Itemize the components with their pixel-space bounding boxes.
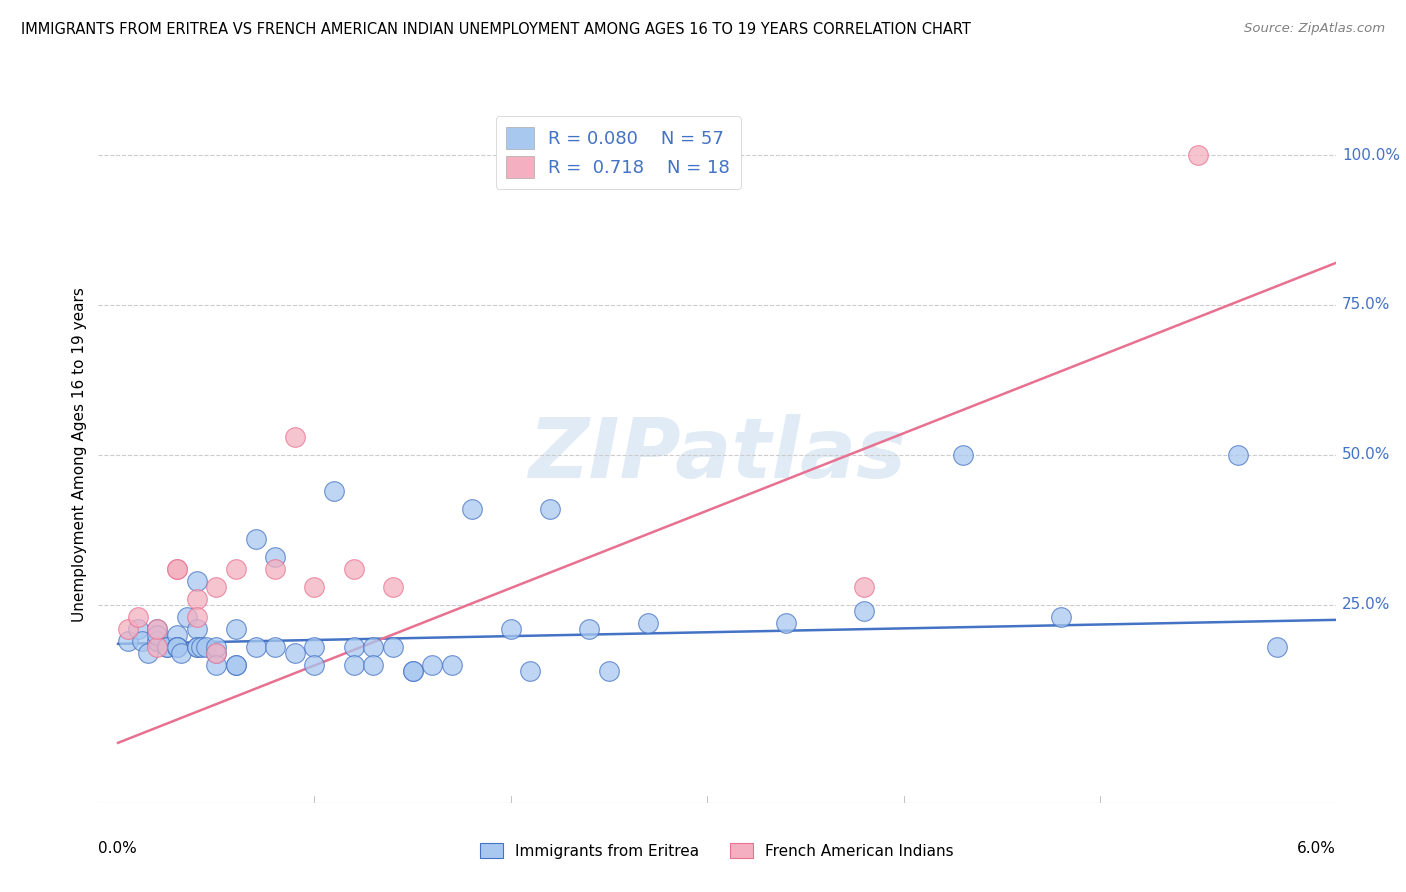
- Point: [190, 640, 212, 654]
- Legend: Immigrants from Eritrea, French American Indians: Immigrants from Eritrea, French American…: [474, 837, 960, 864]
- Point: [363, 657, 385, 672]
- Point: [225, 657, 247, 672]
- Point: [284, 646, 307, 660]
- Point: [156, 640, 179, 654]
- Point: [382, 580, 405, 594]
- Point: [156, 640, 179, 654]
- Point: [637, 615, 659, 630]
- Point: [225, 657, 247, 672]
- Point: [186, 610, 208, 624]
- Point: [146, 622, 169, 636]
- Point: [460, 502, 482, 516]
- Point: [205, 646, 228, 660]
- Point: [225, 562, 247, 576]
- Point: [166, 562, 188, 576]
- Point: [401, 664, 423, 678]
- Point: [382, 640, 405, 654]
- Point: [284, 430, 307, 444]
- Point: [225, 622, 247, 636]
- Point: [166, 640, 188, 654]
- Point: [519, 664, 541, 678]
- Point: [205, 640, 228, 654]
- Point: [146, 633, 169, 648]
- Point: [166, 562, 188, 576]
- Point: [304, 657, 326, 672]
- Text: IMMIGRANTS FROM ERITREA VS FRENCH AMERICAN INDIAN UNEMPLOYMENT AMONG AGES 16 TO : IMMIGRANTS FROM ERITREA VS FRENCH AMERIC…: [21, 22, 972, 37]
- Point: [166, 640, 188, 654]
- Text: ZIPatlas: ZIPatlas: [529, 415, 905, 495]
- Point: [853, 580, 876, 594]
- Point: [323, 483, 346, 498]
- Point: [775, 615, 797, 630]
- Point: [146, 640, 169, 654]
- Text: 50.0%: 50.0%: [1341, 448, 1391, 462]
- Point: [1226, 448, 1249, 462]
- Point: [186, 574, 208, 588]
- Y-axis label: Unemployment Among Ages 16 to 19 years: Unemployment Among Ages 16 to 19 years: [72, 287, 87, 623]
- Point: [166, 640, 188, 654]
- Text: 6.0%: 6.0%: [1296, 841, 1336, 856]
- Point: [853, 604, 876, 618]
- Point: [117, 622, 139, 636]
- Point: [245, 532, 267, 546]
- Point: [578, 622, 600, 636]
- Text: 100.0%: 100.0%: [1341, 147, 1400, 162]
- Point: [952, 448, 974, 462]
- Point: [499, 622, 522, 636]
- Text: 0.0%: 0.0%: [98, 841, 138, 856]
- Point: [440, 657, 463, 672]
- Point: [343, 657, 366, 672]
- Point: [205, 580, 228, 594]
- Point: [131, 633, 153, 648]
- Point: [186, 591, 208, 606]
- Point: [363, 640, 385, 654]
- Point: [343, 640, 366, 654]
- Point: [264, 562, 287, 576]
- Point: [245, 640, 267, 654]
- Point: [117, 633, 139, 648]
- Point: [146, 622, 169, 636]
- Point: [1265, 640, 1288, 654]
- Point: [186, 622, 208, 636]
- Point: [136, 646, 159, 660]
- Point: [538, 502, 561, 516]
- Point: [304, 640, 326, 654]
- Point: [205, 646, 228, 660]
- Point: [127, 622, 149, 636]
- Point: [1049, 610, 1071, 624]
- Text: Source: ZipAtlas.com: Source: ZipAtlas.com: [1244, 22, 1385, 36]
- Point: [598, 664, 620, 678]
- Text: 75.0%: 75.0%: [1341, 297, 1391, 312]
- Point: [186, 640, 208, 654]
- Point: [170, 646, 193, 660]
- Point: [205, 657, 228, 672]
- Point: [401, 664, 423, 678]
- Point: [195, 640, 218, 654]
- Point: [264, 549, 287, 564]
- Point: [176, 610, 198, 624]
- Point: [304, 580, 326, 594]
- Point: [343, 562, 366, 576]
- Point: [186, 640, 208, 654]
- Point: [127, 610, 149, 624]
- Text: 25.0%: 25.0%: [1341, 598, 1391, 613]
- Point: [420, 657, 443, 672]
- Point: [166, 628, 188, 642]
- Point: [1187, 148, 1209, 162]
- Point: [146, 628, 169, 642]
- Point: [264, 640, 287, 654]
